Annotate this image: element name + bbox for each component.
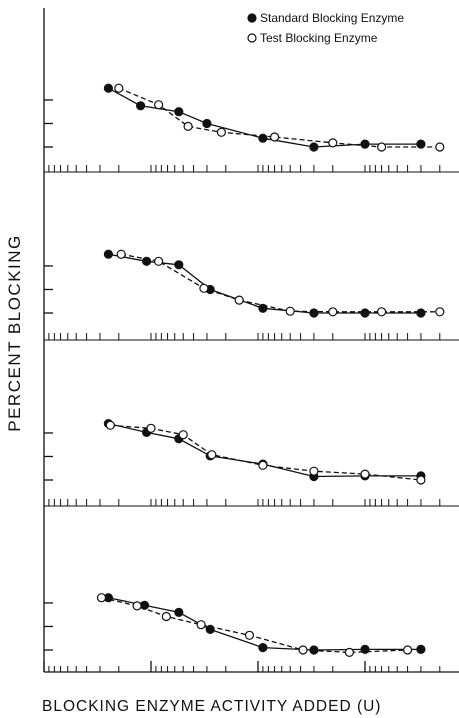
test-data-point: [154, 256, 164, 266]
test-series-line: [110, 424, 421, 481]
test-data-point: [360, 469, 370, 479]
test-data-point: [270, 132, 280, 142]
legend-marker-test: [247, 33, 257, 43]
standard-data-point: [174, 607, 184, 618]
test-data-point: [435, 307, 445, 317]
chart-ticks: [43, 99, 441, 672]
test-data-point: [154, 100, 164, 110]
standard-data-point: [103, 249, 114, 259]
standard-data-point: [416, 139, 426, 149]
test-data-point: [216, 127, 226, 137]
test-data-point: [309, 466, 319, 476]
test-series-line: [118, 87, 440, 148]
test-data-point: [196, 620, 206, 630]
test-data-point: [207, 450, 217, 460]
test-data-point: [244, 630, 255, 640]
standard-series-line: [108, 422, 421, 478]
chart-frame: [43, 8, 459, 673]
standard-data-point: [202, 118, 212, 129]
test-data-point: [377, 307, 387, 317]
test-data-point: [416, 475, 426, 485]
legend-marker-standard: [247, 13, 257, 23]
test-data-point: [344, 647, 354, 658]
standard-data-point: [416, 644, 426, 655]
standard-data-point: [258, 642, 268, 653]
x-axis-label: BLOCKING ENZYME ACTIVITY ADDED (U): [42, 698, 381, 715]
standard-data-point: [103, 83, 114, 93]
standard-data-point: [174, 107, 184, 117]
standard-data-point: [309, 142, 319, 152]
test-data-point: [183, 121, 193, 132]
test-data-point: [116, 249, 126, 259]
standard-data-point: [416, 308, 426, 318]
standard-data-point: [309, 308, 319, 318]
test-data-point: [161, 611, 171, 622]
test-series-line: [121, 253, 440, 313]
chart-series: [96, 83, 445, 658]
test-data-point: [146, 423, 156, 433]
standard-series-line: [108, 597, 421, 651]
test-data-point: [298, 645, 308, 655]
test-data-point: [328, 307, 338, 317]
standard-data-point: [360, 139, 370, 149]
test-data-point: [234, 295, 244, 305]
standard-data-point: [174, 260, 184, 270]
legend-label-standard: Standard Blocking Enzyme: [260, 11, 404, 25]
test-data-point: [435, 142, 445, 152]
test-data-point: [377, 142, 387, 152]
test-data-point: [403, 645, 413, 655]
test-data-point: [178, 430, 188, 440]
standard-data-point: [136, 101, 146, 111]
test-data-point: [258, 460, 268, 470]
test-data-point: [328, 138, 338, 148]
legend: Standard Blocking Enzyme Test Blocking E…: [247, 11, 404, 45]
legend-label-test: Test Blocking Enzyme: [260, 31, 378, 45]
test-data-point: [132, 601, 142, 611]
test-data-point: [105, 420, 115, 430]
test-series-line: [101, 597, 408, 654]
standard-data-point: [360, 308, 370, 318]
test-data-point: [114, 83, 124, 93]
y-axis-label: PERCENT BLOCKING: [5, 234, 24, 432]
test-data-point: [96, 593, 107, 603]
test-data-point: [199, 283, 209, 293]
test-data-point: [285, 306, 295, 316]
